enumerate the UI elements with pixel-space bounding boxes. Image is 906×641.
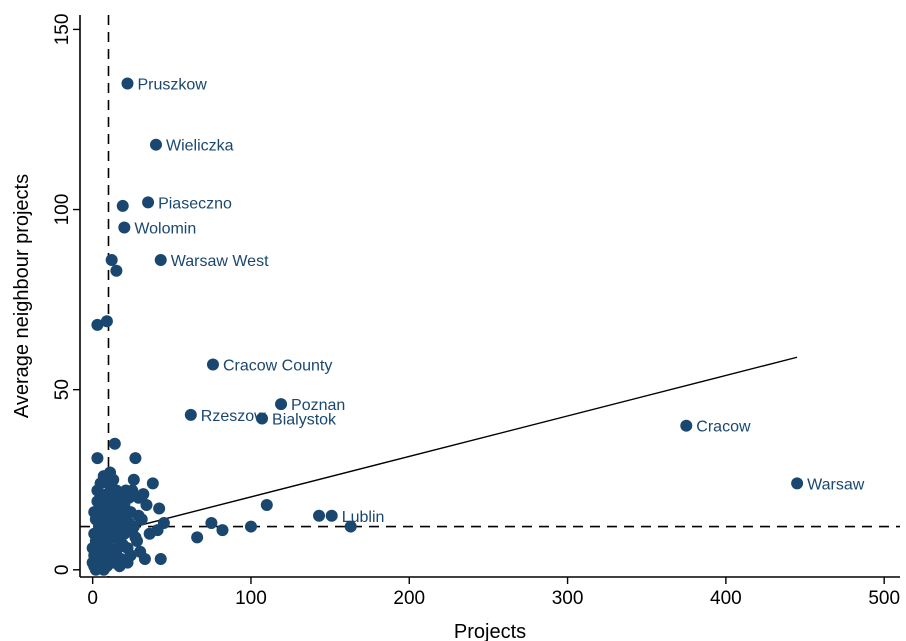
data-point — [191, 531, 204, 544]
data-point — [154, 552, 167, 565]
data-point — [127, 473, 140, 486]
data-point-labeled — [256, 412, 269, 425]
x-axis-title: Projects — [454, 621, 526, 641]
data-point — [116, 199, 129, 212]
data-point-labeled — [184, 408, 197, 421]
point-label: Piaseczno — [158, 195, 232, 212]
y-tick-label: 100 — [52, 194, 73, 226]
data-point — [244, 520, 257, 533]
data-point-labeled — [325, 509, 338, 522]
point-labels: Pruszkow Wieliczka Piaseczno Wolomin Warsaw … — [134, 76, 864, 525]
data-point — [110, 264, 123, 277]
data-point — [113, 560, 126, 573]
data-point — [118, 498, 131, 511]
data-points — [86, 77, 804, 576]
point-label: Cracow County — [223, 357, 332, 374]
x-tick-label: 0 — [87, 588, 98, 609]
data-point — [108, 437, 121, 450]
axes: 0 100 200 300 400 500 0 50 100 150 — [52, 14, 900, 609]
data-point — [88, 506, 101, 519]
point-label: Warsaw West — [171, 253, 269, 270]
y-axis-title: Average neighbour projects — [11, 174, 33, 418]
data-point — [88, 549, 101, 562]
data-point-labeled — [142, 196, 155, 209]
point-label: Wolomin — [134, 221, 196, 238]
data-point — [146, 477, 159, 490]
data-point — [91, 452, 104, 465]
data-point — [104, 466, 117, 479]
data-point — [126, 524, 139, 537]
data-point — [134, 545, 147, 558]
data-point — [135, 513, 148, 526]
data-point-labeled — [154, 253, 167, 266]
x-tick-label: 400 — [710, 588, 742, 609]
data-point — [260, 498, 273, 511]
data-point-labeled — [680, 419, 693, 432]
data-point-labeled — [275, 398, 288, 411]
data-point — [205, 516, 218, 529]
data-point — [344, 520, 357, 533]
data-point — [116, 538, 129, 551]
data-point — [153, 502, 166, 515]
data-point-labeled — [118, 221, 131, 234]
point-label: Warsaw — [807, 476, 865, 493]
data-point — [105, 253, 118, 266]
data-point — [129, 452, 142, 465]
reference-lines — [80, 15, 900, 577]
point-label: Pruszkow — [137, 76, 207, 93]
data-point — [313, 509, 326, 522]
data-point — [132, 491, 145, 504]
fitted-line — [92, 356, 798, 539]
y-tick-label: 150 — [52, 14, 73, 46]
data-point — [140, 498, 153, 511]
data-point — [91, 318, 104, 331]
x-tick-label: 300 — [552, 588, 584, 609]
data-point — [107, 545, 120, 558]
data-point — [216, 524, 229, 537]
x-tick-label: 200 — [393, 588, 425, 609]
data-point — [110, 524, 123, 537]
point-label: Rzeszow — [201, 408, 266, 425]
point-label: Cracow — [696, 419, 751, 436]
point-label: Lublin — [342, 509, 385, 526]
point-label: Bialystok — [272, 411, 337, 428]
data-point-labeled — [206, 358, 219, 371]
data-point-labeled — [791, 477, 804, 490]
x-tick-label: 100 — [235, 588, 267, 609]
data-point — [107, 495, 120, 508]
data-point — [100, 315, 113, 328]
data-point — [143, 527, 156, 540]
data-point-labeled — [149, 138, 162, 151]
y-tick-label: 50 — [52, 379, 73, 400]
data-point-labeled — [121, 77, 134, 90]
x-tick-label: 500 — [868, 588, 900, 609]
data-point — [94, 516, 107, 529]
data-point — [119, 484, 132, 497]
data-point — [91, 531, 104, 544]
point-label: Poznan — [291, 397, 345, 414]
point-label: Wieliczka — [166, 138, 234, 155]
y-tick-label: 0 — [52, 565, 73, 576]
